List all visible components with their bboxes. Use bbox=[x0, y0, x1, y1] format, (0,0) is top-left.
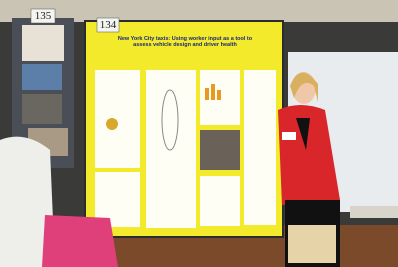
table bbox=[350, 206, 398, 218]
folder bbox=[288, 225, 336, 263]
left-photo bbox=[22, 94, 62, 124]
poster-title-box: New York City taxis: Using worker input … bbox=[110, 36, 260, 56]
left-photo bbox=[22, 25, 64, 61]
page: {"labels": {"left_board": "135", "poster… bbox=[0, 0, 398, 267]
board-number: 135 bbox=[35, 10, 52, 22]
poster-panel bbox=[244, 70, 276, 225]
bar-graphic bbox=[211, 84, 215, 100]
poster-title: New York City taxis: Using worker input … bbox=[110, 36, 260, 48]
poster-photo bbox=[200, 130, 240, 170]
board-number: 134 bbox=[100, 19, 117, 31]
photo: 135 134 New York City taxis: Using worke… bbox=[0, 0, 398, 267]
poster-panel bbox=[146, 70, 196, 228]
bar-graphic bbox=[217, 90, 221, 100]
poster-panel bbox=[200, 176, 240, 226]
bar-graphic bbox=[205, 88, 209, 100]
left-photo bbox=[22, 64, 62, 90]
name-badge bbox=[282, 132, 296, 140]
poster-panel bbox=[95, 70, 140, 168]
pink-bag bbox=[42, 215, 118, 267]
pie-graphic bbox=[106, 118, 118, 130]
